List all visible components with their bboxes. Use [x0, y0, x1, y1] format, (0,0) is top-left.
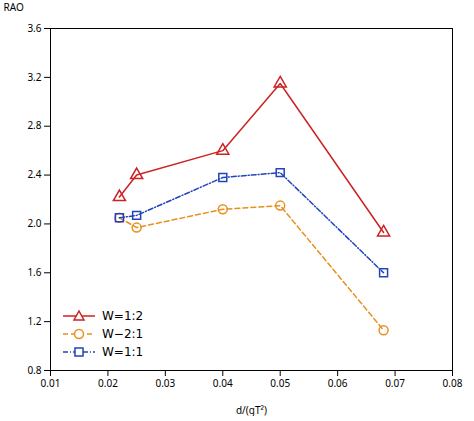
svg-text:2.0: 2.0 [27, 216, 41, 230]
svg-text:0.01: 0.01 [41, 376, 61, 390]
svg-text:0.02: 0.02 [98, 376, 118, 390]
svg-text:0.08: 0.08 [443, 376, 463, 390]
svg-text:1.2: 1.2 [27, 314, 41, 328]
svg-text:2.4: 2.4 [27, 167, 41, 181]
svg-text:3.2: 3.2 [27, 70, 41, 84]
html-text:W−2:1: W−2:1 [102, 327, 144, 341]
svg-text:3.6: 3.6 [27, 21, 41, 35]
svg-text:0.05: 0.05 [270, 376, 290, 390]
svg-text:0.8: 0.8 [27, 363, 41, 377]
svg-text:0.07: 0.07 [385, 376, 405, 390]
svg-text:0.03: 0.03 [155, 376, 175, 390]
html-text:W=1:1: W=1:1 [102, 345, 144, 359]
html-text:W=1:2: W=1:2 [102, 309, 144, 323]
svg-text:RAO: RAO [4, 0, 24, 14]
svg-text:1.6: 1.6 [27, 265, 41, 279]
svg-text:d/(gT²): d/(gT²) [236, 403, 267, 417]
svg-text:0.06: 0.06 [328, 376, 348, 390]
svg-text:0.04: 0.04 [213, 376, 233, 390]
svg-text:2.8: 2.8 [27, 118, 41, 132]
